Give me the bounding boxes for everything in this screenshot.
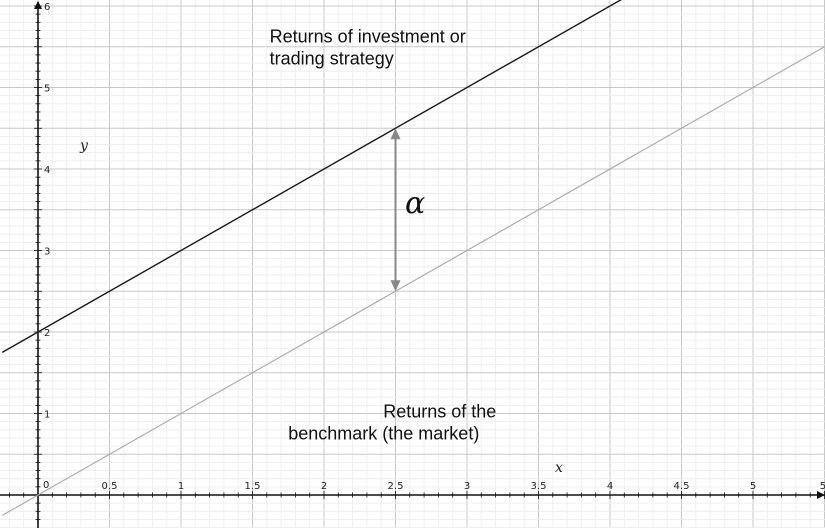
x-axis-arrowhead: [817, 491, 825, 499]
x-tick-label: 2: [321, 481, 327, 492]
y-tick-label: 4: [44, 165, 50, 176]
benchmark-returns-line: [1, 46, 825, 516]
x-tick-label: 3.5: [531, 481, 547, 492]
benchmark-annotation-line: benchmark (the market): [288, 424, 479, 444]
x-tick-label: 3: [464, 481, 470, 492]
x-tick-label: 1: [178, 481, 184, 492]
strategy-annotation-line: trading strategy: [270, 49, 394, 69]
y-tick-label: 2: [44, 328, 50, 339]
y-tick-label: 1: [44, 410, 50, 421]
benchmark-annotation: Returns of the benchmark (the market): [288, 402, 496, 444]
x-tick-label: 5.: [820, 481, 825, 492]
x-axis-label: x: [555, 460, 563, 476]
x-tick-label: 2.5: [388, 481, 404, 492]
y-axis-arrowhead: [34, 1, 42, 9]
strategy-returns-line: [1, 0, 622, 353]
y-tick-label: 3: [44, 247, 50, 258]
strategy-annotation: Returns of investment or trading strategy: [270, 27, 466, 69]
strategy-annotation-line: Returns of investment or: [270, 27, 466, 47]
alpha-arrow-head-bottom: [390, 280, 401, 292]
benchmark-annotation-line: Returns of the: [383, 402, 496, 422]
alpha-arrow-head-top: [390, 128, 401, 140]
y-axis-label: y: [79, 138, 89, 154]
alpha-arrow-group: [390, 128, 401, 292]
x-tick-label: 4: [607, 481, 613, 492]
y-tick-label: 5: [44, 84, 50, 95]
x-tick-label: 1.5: [245, 481, 261, 492]
x-tick-label: 4.5: [674, 481, 690, 492]
x-tick-label: 0.5: [102, 481, 118, 492]
series-group: [1, 0, 825, 516]
origin-label: 0: [43, 480, 49, 491]
alpha-label: α: [405, 186, 425, 221]
x-tick-label: 5: [750, 481, 756, 492]
ticks: 0.5 1 1.5 2 2.5 3 3.5 4 4.5 5 5. 1 2 3 4 5 6: [8, 2, 825, 520]
labels-group: y x 0 α Returns of investment or trading …: [43, 27, 563, 491]
y-tick-label: 6: [44, 2, 50, 13]
